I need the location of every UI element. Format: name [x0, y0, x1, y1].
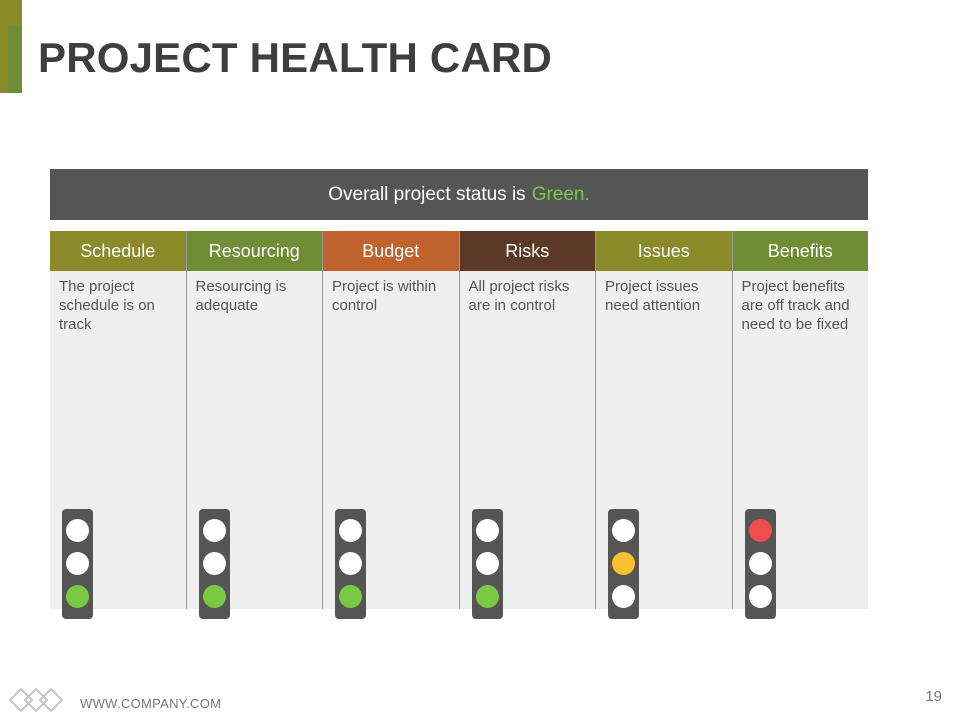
column-body: The project schedule is on track: [50, 271, 186, 619]
red-bulb: [66, 519, 89, 542]
red-bulb: [475, 519, 499, 542]
column-body: Project benefits are off track and need …: [732, 271, 868, 619]
column-resourcing: Resourcing Resourcing is adequate: [185, 231, 322, 619]
red-bulb: [612, 519, 635, 542]
traffic-light-icon: [198, 509, 230, 619]
column-risks: Risks All project risks are in control: [458, 231, 595, 619]
column-body: All project risks are in control: [459, 271, 595, 619]
amber-bulb: [475, 552, 499, 575]
traffic-light-icon: [608, 509, 639, 619]
column-benefits: Benefits Project benefits are off track …: [731, 231, 868, 619]
page-number: 19: [925, 688, 942, 705]
column-header: Resourcing: [186, 231, 322, 271]
column-description: All project risks are in control: [468, 278, 570, 314]
green-bulb: [339, 585, 362, 608]
status-prefix: Overall project status is: [328, 183, 526, 205]
column-body: Project is within control: [323, 271, 459, 619]
traffic-light-icon: [62, 509, 93, 619]
column-header: Schedule: [50, 231, 186, 271]
overall-status-banner: Overall project status is Green.: [50, 169, 868, 220]
column-header: Budget: [323, 231, 459, 271]
traffic-light-icon: [471, 509, 503, 619]
green-bulb: [612, 585, 635, 608]
green-bulb: [475, 585, 499, 608]
status-highlight: Green.: [531, 183, 590, 205]
footer-url: WWW.COMPANY.COM: [80, 696, 222, 711]
page-title: PROJECT HEALTH CARD: [38, 34, 553, 81]
red-bulb: [339, 519, 362, 542]
health-card-table: Schedule The project schedule is on trac…: [50, 231, 868, 619]
green-bulb: [66, 585, 89, 608]
column-body: Project issues need attention: [596, 271, 732, 619]
column-issues: Issues Project issues need attention: [595, 231, 732, 619]
amber-bulb: [748, 552, 772, 575]
column-schedule: Schedule The project schedule is on trac…: [50, 231, 186, 619]
amber-bulb: [612, 552, 635, 575]
column-budget: Budget Project is within control: [322, 231, 459, 619]
column-description: Resourcing is adequate: [195, 278, 287, 314]
title-accent-stripe: [8, 26, 22, 93]
column-header: Issues: [596, 231, 732, 271]
green-bulb: [202, 585, 226, 608]
diamond-chain-logo-icon: [8, 687, 64, 713]
traffic-light-icon: [744, 509, 776, 619]
column-description: Project is within control: [332, 278, 437, 314]
amber-bulb: [66, 552, 89, 575]
red-bulb: [202, 519, 226, 542]
column-header: Risks: [459, 231, 595, 271]
red-bulb: [748, 519, 772, 542]
green-bulb: [748, 585, 772, 608]
column-description: The project schedule is on track: [59, 278, 155, 333]
column-header: Benefits: [732, 231, 868, 271]
column-description: Project issues need attention: [605, 278, 701, 314]
amber-bulb: [339, 552, 362, 575]
traffic-light-icon: [335, 509, 366, 619]
column-description: Project benefits are off track and need …: [741, 278, 850, 333]
amber-bulb: [202, 552, 226, 575]
column-body: Resourcing is adequate: [186, 271, 322, 619]
